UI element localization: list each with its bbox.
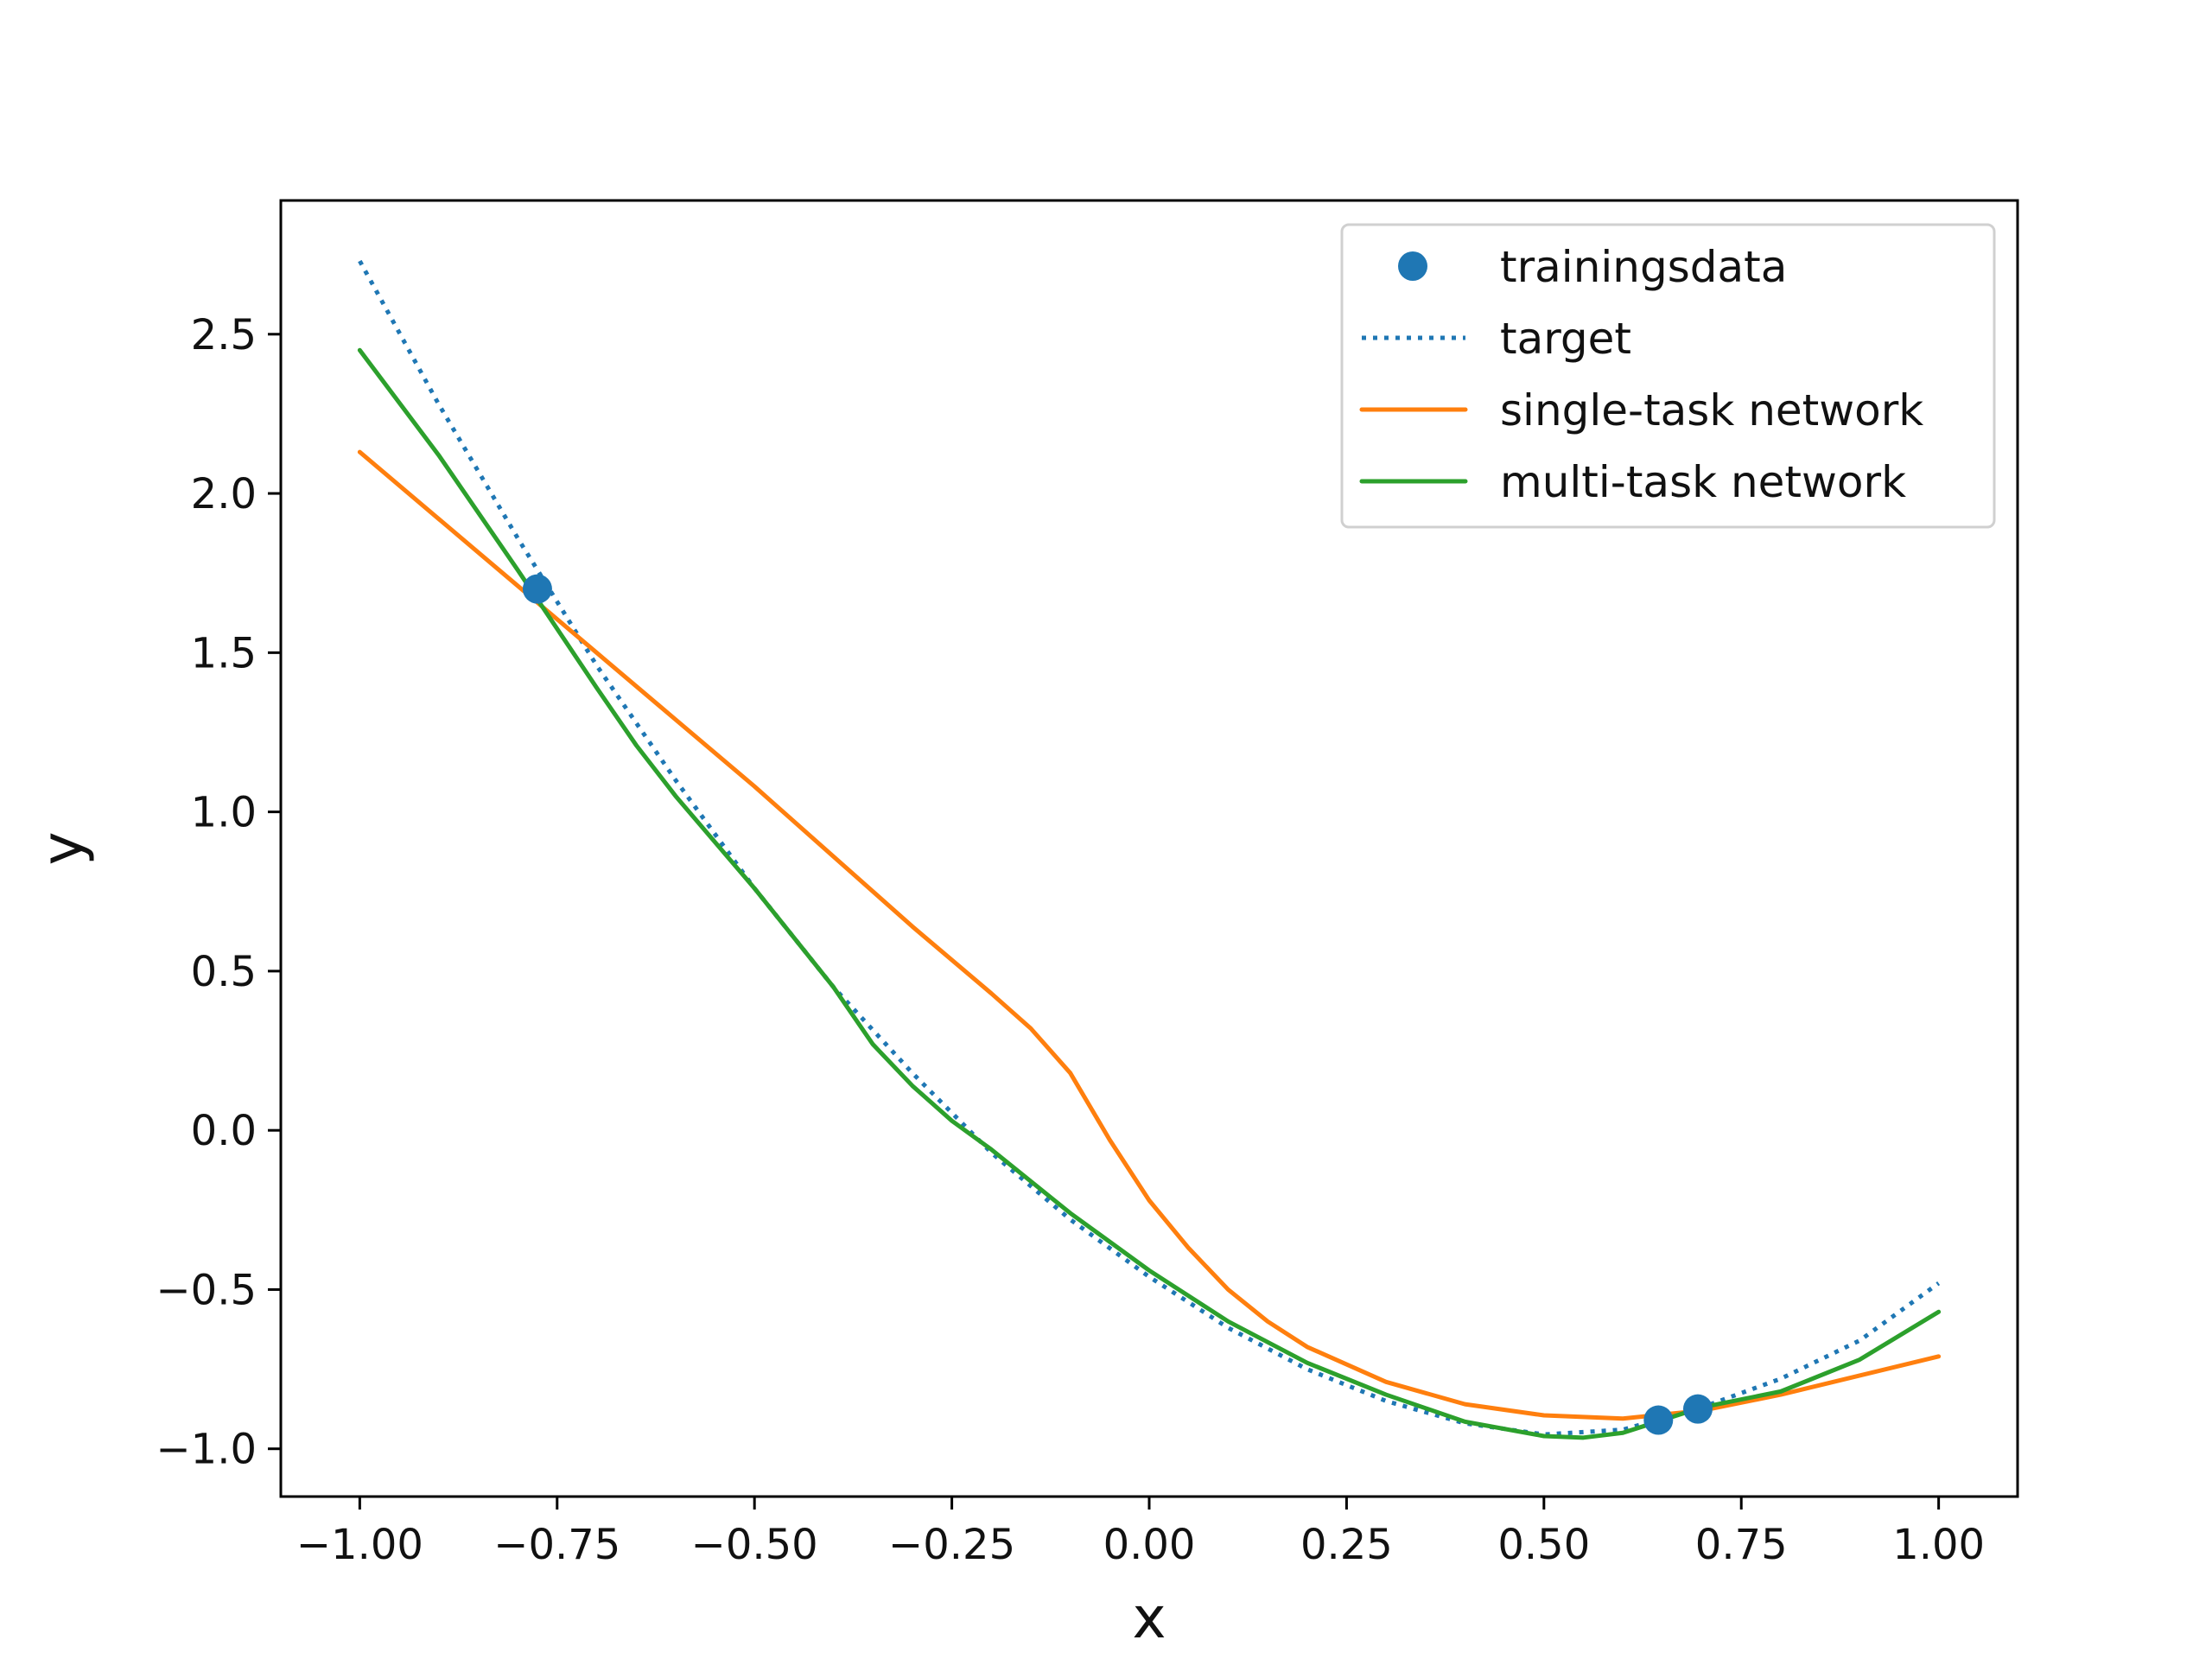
trainingsdata-point-3 <box>1682 1394 1713 1424</box>
axes-layer: −1.00 −0.75 −0.50 −0.25 0.00 0.25 0.50 0.75 1.00… <box>156 199 2019 1569</box>
y-tick-label: −0.5 <box>156 1266 257 1314</box>
trainingsdata-point-1 <box>522 574 552 604</box>
series-line-single-task-network <box>357 449 1942 1421</box>
y-tick-label: 2.5 <box>191 311 257 359</box>
x-tick-label: 1.00 <box>1892 1521 1985 1569</box>
x-tick-label: −0.25 <box>888 1521 1015 1569</box>
trainingsdata-point-2 <box>1643 1405 1674 1435</box>
x-tick-label: −1.00 <box>296 1521 423 1569</box>
legend-label-single-task-network: single-task network <box>1500 385 1923 435</box>
x-axis-label: x <box>1132 1585 1166 1651</box>
y-tick-label: 2.0 <box>191 470 257 518</box>
x-tick-label: −0.50 <box>691 1521 818 1569</box>
legend-marker-trainingsdata <box>1398 251 1427 281</box>
x-tick-label: 0.25 <box>1300 1521 1393 1569</box>
y-tick-label: 0.0 <box>191 1107 257 1155</box>
y-tick-label: −1.0 <box>156 1426 257 1474</box>
legend-box <box>1340 223 1996 529</box>
legend-label-multi-task-network: multi-task network <box>1500 457 1906 507</box>
y-tick-label: 1.0 <box>191 789 257 837</box>
legend-label-target: target <box>1500 314 1631 364</box>
x-tick-label: 0.50 <box>1497 1521 1590 1569</box>
plot-layer <box>357 259 1942 1440</box>
x-tick-label: −0.75 <box>493 1521 620 1569</box>
legend: trainingsdata target single-task network mu… <box>1340 223 1996 529</box>
x-tick-label: 0.75 <box>1695 1521 1788 1569</box>
y-tick-label: 1.5 <box>191 629 257 677</box>
x-tick-label: 0.00 <box>1103 1521 1196 1569</box>
y-tick-label: 0.5 <box>191 948 257 996</box>
legend-label-trainingsdata: trainingsdata <box>1500 242 1787 292</box>
y-axis-label: y <box>29 831 96 865</box>
